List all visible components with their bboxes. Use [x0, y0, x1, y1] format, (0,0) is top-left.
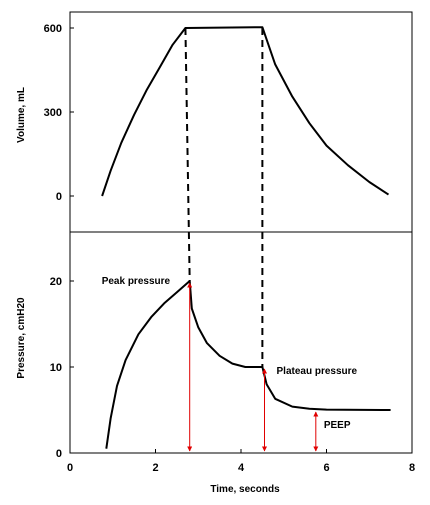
volume-tick-label: 0 [56, 191, 62, 203]
volume-series-line [101, 26, 390, 197]
pressure-tick-label: 20 [50, 276, 62, 288]
time-tick-label: 2 [152, 462, 158, 474]
volume-axis-label: Volume, mL [16, 87, 27, 143]
dashed-connector-line [184, 27, 191, 282]
time-axis-label: Time, seconds [210, 484, 280, 495]
pressure-series-line [105, 280, 391, 449]
time-tick-label: 0 [67, 462, 73, 474]
annotation-label: Peak pressure [102, 276, 171, 287]
pressure-tick-label: 10 [50, 362, 62, 374]
pressure-tick-label: 0 [56, 448, 62, 460]
time-tick-label: 4 [238, 462, 245, 474]
pressure-axis-label: Pressure, cmH20 [16, 297, 27, 379]
time-tick-label: 6 [323, 462, 329, 474]
volume-tick-label: 300 [44, 107, 62, 119]
time-tick-label: 8 [409, 462, 415, 474]
volume-tick-label: 600 [44, 23, 62, 35]
annotation-label: PEEP [324, 420, 351, 431]
annotation-label: Plateau pressure [277, 366, 358, 377]
